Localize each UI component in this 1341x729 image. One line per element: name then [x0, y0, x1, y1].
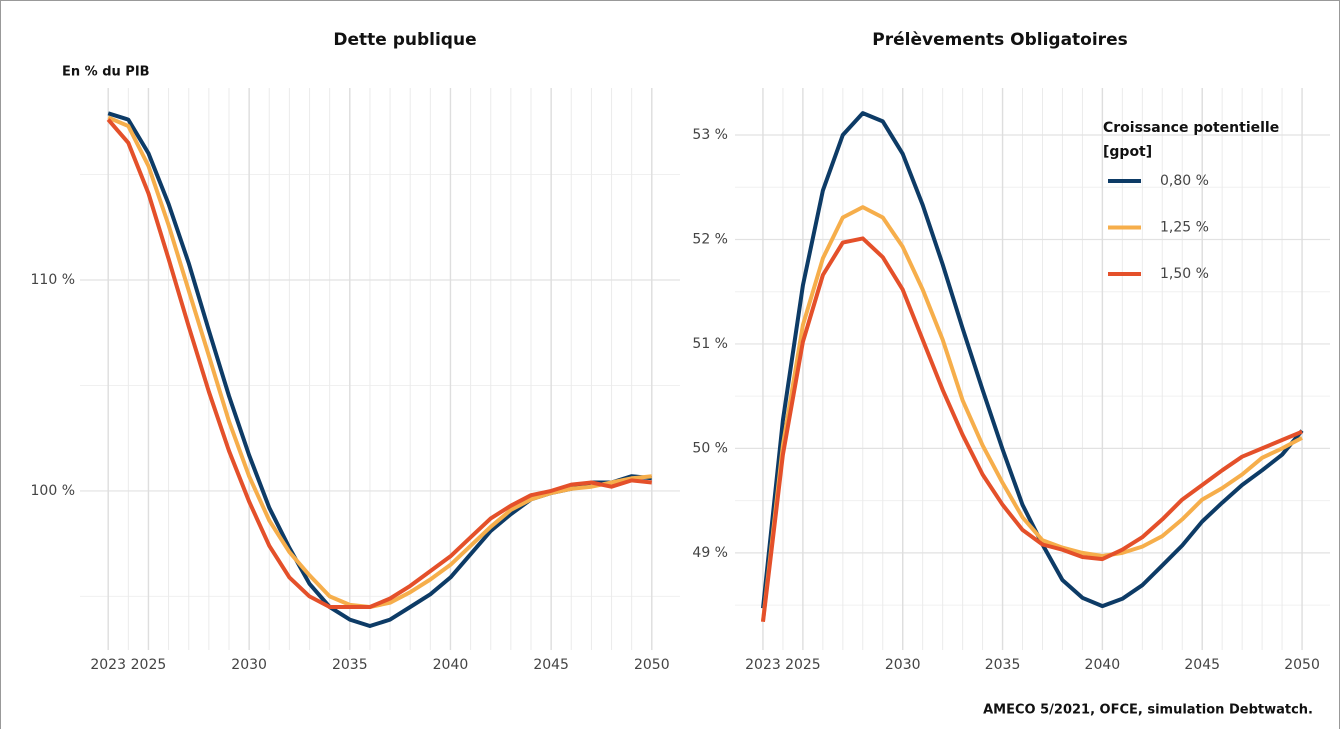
x-tick-label: 2030	[885, 657, 921, 673]
x-tick-label: 2025	[131, 657, 167, 673]
x-tick-label: 2045	[1184, 657, 1220, 673]
x-tick-label: 2035	[985, 657, 1021, 673]
panel-title: Dette publique	[333, 30, 476, 50]
y-tick-label: 53 %	[692, 127, 728, 143]
x-tick-label: 2050	[1284, 657, 1320, 673]
x-tick-label: 2023	[90, 657, 126, 673]
series-line	[761, 205, 1303, 622]
y-tick-label: 52 %	[692, 231, 728, 247]
panel-title: Prélèvements Obligatoires	[872, 30, 1127, 50]
series-line	[761, 111, 1304, 609]
legend-label: 1,50 %	[1160, 266, 1209, 282]
y-tick-label: 49 %	[692, 545, 728, 561]
legend-title: Croissance potentielle	[1103, 120, 1279, 136]
x-tick-label: 2040	[433, 657, 469, 673]
x-tick-label: 2040	[1085, 657, 1121, 673]
x-tick-label: 2045	[533, 657, 569, 673]
y-tick-label: 51 %	[692, 336, 728, 352]
x-tick-label: 2050	[634, 657, 670, 673]
y-tick-label: 110 %	[31, 272, 75, 288]
series-line	[761, 236, 1303, 623]
caption: AMECO 5/2021, OFCE, simulation Debtwatch…	[983, 703, 1313, 718]
y-tick-label: 50 %	[692, 440, 728, 456]
y-tick-label: 100 %	[31, 483, 75, 499]
x-tick-label: 2023	[745, 657, 781, 673]
series-line	[106, 118, 653, 609]
legend-label: 0,80 %	[1160, 173, 1209, 189]
x-tick-label: 2030	[231, 657, 267, 673]
x-tick-label: 2035	[332, 657, 368, 673]
legend-label: 1,25 %	[1160, 220, 1209, 236]
panel-subtitle: En % du PIB	[62, 65, 150, 80]
legend-title: [gpot]	[1103, 144, 1152, 160]
x-tick-label: 2025	[785, 657, 821, 673]
